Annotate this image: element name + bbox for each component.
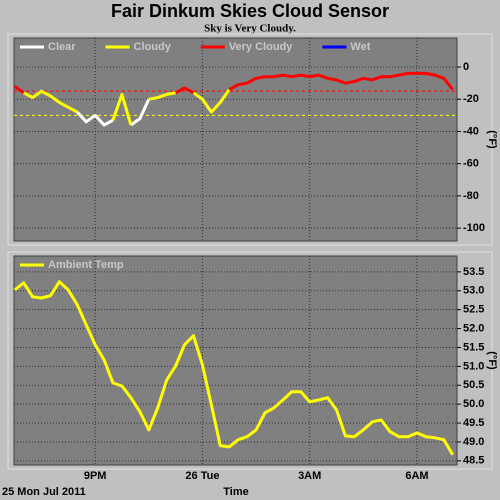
y-tick-label: 50.0 — [463, 398, 484, 410]
panel-frame — [7, 33, 493, 246]
x-tick-label: 26 Tue — [185, 470, 219, 482]
y-tick-label: -20 — [463, 93, 479, 105]
x-tick-label: 3AM — [298, 470, 321, 482]
y-tick-label: -40 — [463, 125, 479, 137]
series-line — [22, 88, 231, 126]
x-tick-label: 9PM — [84, 470, 107, 482]
y-tick-label: 49.0 — [463, 436, 484, 448]
date-label: 25 Mon Jul 2011 — [2, 486, 86, 498]
y-tick-label: -60 — [463, 158, 479, 170]
y-tick-label: 49.5 — [463, 417, 484, 429]
legend-label: Cloudy — [134, 41, 172, 53]
y-axis-label: (°F) — [486, 130, 498, 149]
series-line — [13, 280, 454, 456]
y-tick-label: 0 — [463, 61, 469, 73]
y-tick-label: 52.5 — [463, 304, 484, 316]
y-tick-label: 48.5 — [463, 455, 484, 467]
y-tick-label: 51.5 — [463, 341, 484, 353]
legend-label: Wet — [350, 41, 370, 53]
chart-subtitle: Sky is Very Cloudy. — [204, 23, 296, 35]
series-line — [13, 71, 454, 95]
y-tick-label: -80 — [463, 190, 479, 202]
plot-area — [13, 37, 458, 242]
panel-frame — [7, 251, 493, 470]
x-tick-label: 6AM — [405, 470, 428, 482]
y-tick-label: 53.5 — [463, 266, 484, 278]
chart-title: Fair Dinkum Skies Cloud Sensor — [111, 1, 389, 21]
y-axis-label: (°F) — [486, 351, 498, 370]
y-tick-label: 53.0 — [463, 285, 484, 297]
y-tick-label: 52.0 — [463, 322, 484, 334]
legend-label: Clear — [48, 41, 76, 53]
legend-label: Very Cloudy — [229, 41, 293, 53]
legend-label: Ambient Temp — [48, 259, 124, 271]
series-line — [76, 98, 151, 127]
y-tick-label: 50.5 — [463, 379, 484, 391]
x-axis-label: Time — [223, 486, 248, 498]
y-tick-label: -100 — [463, 222, 485, 234]
y-tick-label: 51.0 — [463, 360, 484, 372]
